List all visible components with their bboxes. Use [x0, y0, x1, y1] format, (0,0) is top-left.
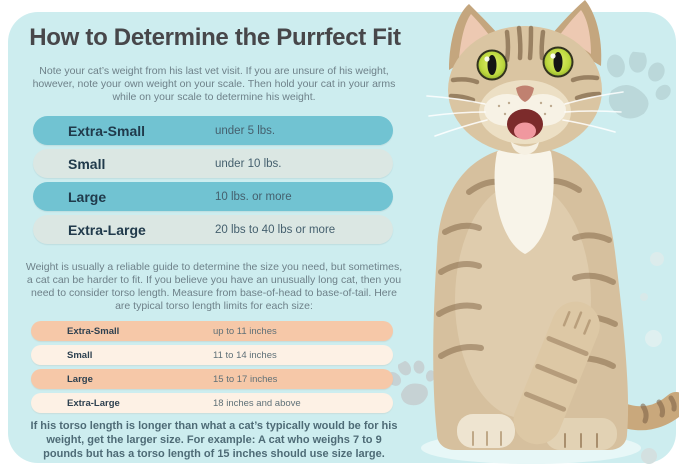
- table-row: Small under 10 lbs.: [33, 149, 393, 178]
- torso-text: Weight is usually a reliable guide to de…: [25, 261, 403, 312]
- weight-size-table: Extra-Small under 5 lbs. Small under 10 …: [33, 116, 393, 248]
- size-label: Large: [68, 188, 107, 205]
- torso-size-table: Extra-Small up to 11 inches Small 11 to …: [31, 321, 393, 417]
- intro-text: Note your cat’s weight from his last vet…: [32, 65, 396, 103]
- size-label: Small: [68, 155, 106, 172]
- size-label: Small: [67, 349, 93, 361]
- decor-dot: [640, 293, 648, 301]
- tabby-cat-photo: [421, 0, 679, 464]
- table-row: Extra-Large 18 inches and above: [31, 393, 393, 413]
- table-row: Large 15 to 17 inches: [31, 369, 393, 389]
- size-value: 20 lbs to 40 lbs or more: [215, 223, 336, 236]
- table-row: Extra-Small up to 11 inches: [31, 321, 393, 341]
- size-value: 18 inches and above: [213, 397, 301, 409]
- size-label: Large: [67, 373, 93, 385]
- size-label: Extra-Small: [68, 122, 146, 139]
- decor-dot: [641, 448, 657, 464]
- size-value: under 10 lbs.: [215, 157, 282, 170]
- table-row: Extra-Large 20 lbs to 40 lbs or more: [33, 215, 393, 244]
- size-value: 11 to 14 inches: [213, 349, 277, 361]
- note-text: If his torso length is longer than what …: [30, 420, 398, 460]
- size-label: Extra-Small: [67, 325, 120, 337]
- size-value: 10 lbs. or more: [215, 190, 292, 203]
- table-row: Large 10 lbs. or more: [33, 182, 393, 211]
- size-value: under 5 lbs.: [215, 124, 276, 137]
- table-row: Extra-Small under 5 lbs.: [33, 116, 393, 145]
- table-row: Small 11 to 14 inches: [31, 345, 393, 365]
- size-label: Extra-Large: [67, 397, 120, 409]
- size-value: up to 11 inches: [213, 325, 277, 337]
- decor-dot: [650, 252, 664, 266]
- size-value: 15 to 17 inches: [213, 373, 278, 385]
- page-title: How to Determine the Purrfect Fit: [29, 24, 401, 51]
- size-label: Extra-Large: [68, 221, 146, 238]
- decor-dot: [645, 330, 662, 347]
